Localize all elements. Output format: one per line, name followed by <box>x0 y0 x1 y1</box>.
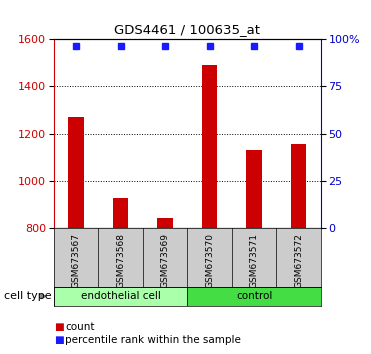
Text: ■: ■ <box>54 335 63 345</box>
Text: control: control <box>236 291 272 302</box>
Text: GSM673567: GSM673567 <box>72 233 81 288</box>
Text: cell type: cell type <box>4 291 51 301</box>
Text: GSM673570: GSM673570 <box>205 233 214 288</box>
Bar <box>157 218 173 228</box>
Text: GSM673572: GSM673572 <box>294 233 303 288</box>
Bar <box>202 65 217 228</box>
Bar <box>113 198 128 228</box>
Bar <box>291 144 306 228</box>
Text: count: count <box>65 322 95 332</box>
Text: GSM673569: GSM673569 <box>161 233 170 288</box>
Text: GSM673571: GSM673571 <box>250 233 259 288</box>
Bar <box>54 287 187 306</box>
Text: endothelial cell: endothelial cell <box>81 291 161 302</box>
Bar <box>187 287 321 306</box>
Title: GDS4461 / 100635_at: GDS4461 / 100635_at <box>114 23 260 36</box>
Text: GSM673568: GSM673568 <box>116 233 125 288</box>
Bar <box>68 117 84 228</box>
Text: ■: ■ <box>54 322 63 332</box>
Bar <box>246 150 262 228</box>
Text: percentile rank within the sample: percentile rank within the sample <box>65 335 241 345</box>
